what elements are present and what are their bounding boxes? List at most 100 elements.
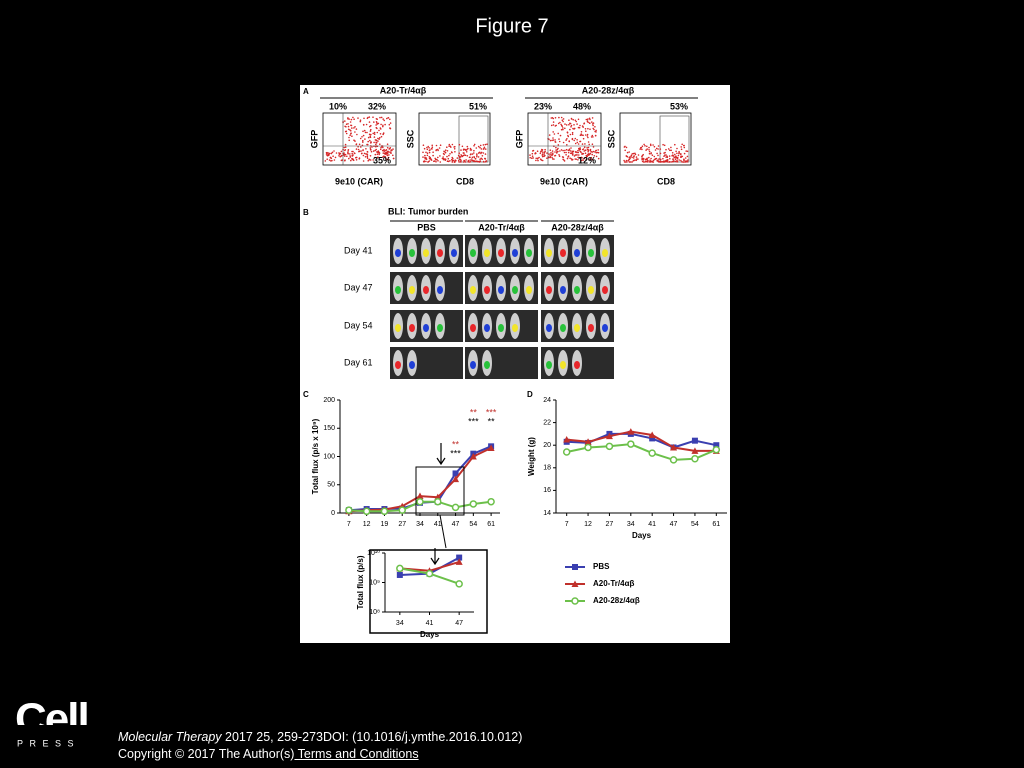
- dot: [363, 117, 365, 120]
- dot: [357, 148, 360, 151]
- dot: [565, 154, 567, 156]
- dot: [364, 138, 366, 140]
- dot: [349, 134, 351, 137]
- dot: [677, 154, 680, 157]
- dot: [560, 128, 563, 131]
- dot: [439, 144, 442, 146]
- dot: [587, 150, 589, 153]
- dot: [343, 152, 345, 154]
- dot: [360, 150, 362, 152]
- dot: [658, 158, 660, 160]
- dot: [471, 153, 474, 155]
- dot: [564, 127, 566, 130]
- dot: [392, 148, 394, 150]
- dot: [369, 148, 372, 151]
- significance: **: [470, 407, 478, 417]
- y-tick-label: 100: [323, 453, 335, 460]
- dot: [375, 139, 378, 141]
- marker: [487, 497, 495, 506]
- dot: [386, 146, 389, 149]
- dot: [582, 126, 584, 128]
- dot: [681, 161, 683, 163]
- dot: [458, 161, 460, 163]
- dot: [554, 117, 557, 119]
- marker: [425, 569, 434, 578]
- dot: [537, 159, 539, 162]
- dot: [426, 152, 429, 154]
- significance: **: [452, 439, 460, 449]
- panel-label: C: [303, 390, 309, 399]
- dot: [370, 124, 372, 127]
- signal: [512, 249, 518, 257]
- dot: [580, 131, 583, 133]
- dot: [389, 147, 392, 149]
- dot: [384, 152, 387, 155]
- dot: [358, 143, 361, 146]
- marker: [455, 580, 463, 588]
- dot: [546, 157, 548, 159]
- signal: [512, 324, 518, 332]
- dot: [578, 156, 581, 159]
- dot: [475, 147, 478, 149]
- dot: [675, 150, 677, 153]
- marker: [345, 506, 353, 514]
- dot: [672, 160, 674, 163]
- dot: [566, 144, 568, 146]
- dot: [484, 161, 487, 163]
- quadrant-label: 12%: [578, 155, 596, 165]
- dot: [367, 116, 369, 119]
- significance: **: [488, 416, 496, 426]
- terms-link[interactable]: Terms and Conditions: [294, 747, 419, 761]
- dot: [379, 133, 382, 135]
- dot: [641, 145, 644, 147]
- group-title: A20-Tr/4αβ: [380, 85, 427, 95]
- dot: [462, 154, 465, 157]
- dot: [584, 134, 587, 136]
- dot: [366, 153, 368, 155]
- dot: [444, 149, 447, 151]
- dot: [569, 122, 572, 125]
- dot: [649, 160, 652, 163]
- dot: [546, 152, 548, 154]
- dot: [462, 152, 465, 154]
- dot: [583, 146, 586, 148]
- dot: [586, 155, 589, 158]
- dot: [586, 135, 589, 137]
- dot: [595, 149, 597, 152]
- dot: [592, 159, 594, 161]
- dot: [541, 153, 544, 155]
- dot: [387, 151, 389, 154]
- dot: [348, 118, 350, 120]
- dot: [586, 147, 588, 149]
- dot: [654, 149, 657, 151]
- dot: [535, 157, 537, 160]
- dot: [347, 117, 349, 119]
- signal: [560, 324, 566, 332]
- marker: [452, 475, 460, 483]
- dot: [676, 147, 678, 150]
- dot: [380, 123, 382, 126]
- dot: [548, 138, 550, 141]
- dot: [549, 155, 551, 157]
- dot: [451, 143, 454, 146]
- dot: [645, 160, 647, 163]
- dot: [383, 119, 386, 122]
- dot: [467, 147, 469, 150]
- dot: [542, 151, 544, 153]
- dot: [379, 143, 381, 145]
- dot: [423, 147, 426, 150]
- dot: [437, 156, 439, 159]
- day-label: Day 54: [344, 320, 373, 330]
- dot: [563, 151, 566, 154]
- dot: [571, 131, 574, 134]
- marker: [487, 444, 495, 452]
- x-tick-label: 27: [398, 521, 406, 528]
- dot: [388, 148, 391, 150]
- dot: [428, 156, 431, 158]
- dot: [376, 122, 378, 124]
- dot: [588, 117, 591, 120]
- marker: [648, 449, 656, 457]
- dot: [571, 159, 573, 161]
- signal: [526, 249, 532, 257]
- dot: [657, 159, 659, 161]
